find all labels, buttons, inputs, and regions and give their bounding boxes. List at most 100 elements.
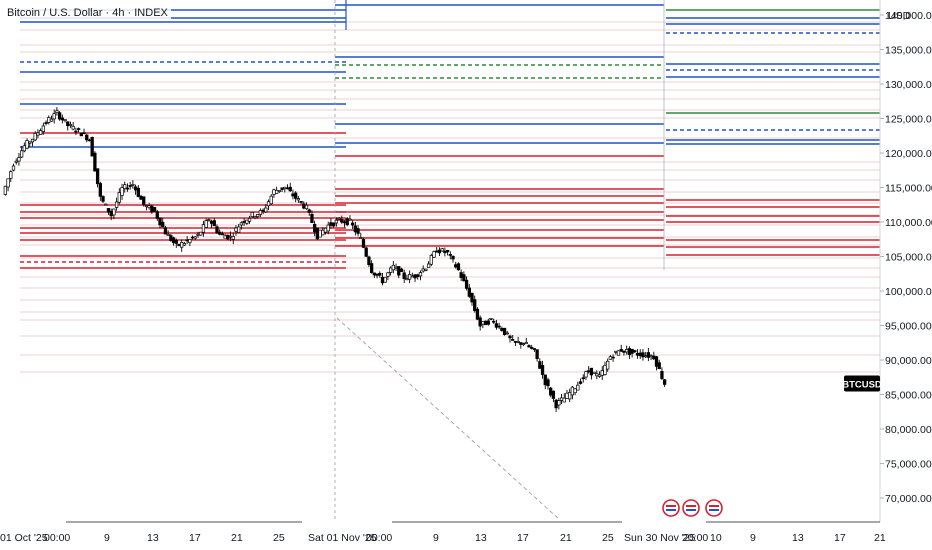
candle-down xyxy=(212,220,216,227)
candle-up xyxy=(49,118,54,122)
time-tick-label: 13 xyxy=(792,532,804,544)
candle-down xyxy=(185,239,189,242)
candle-up xyxy=(196,233,200,236)
candle-up xyxy=(228,235,233,238)
candle-up xyxy=(424,268,428,271)
candle-down xyxy=(657,362,661,370)
candle-down xyxy=(527,345,531,348)
symbol-name: Bitcoin xyxy=(7,7,41,19)
time-tick-label: 25 xyxy=(273,532,285,544)
us-flag-event-icon[interactable] xyxy=(682,499,700,517)
last-price-tag-label: BTCUSD xyxy=(842,379,882,390)
us-flag-event-icon[interactable] xyxy=(662,499,680,517)
candle-down xyxy=(473,299,477,311)
candle-up xyxy=(3,185,8,195)
candle-down xyxy=(133,186,138,191)
candle-up xyxy=(383,276,387,283)
candle-up xyxy=(524,342,528,344)
candle-down xyxy=(150,205,154,213)
candle-up xyxy=(272,189,276,195)
candle-down xyxy=(87,139,92,142)
candle-up xyxy=(269,195,273,205)
time-tick-label: 21 xyxy=(231,532,243,544)
candle-up xyxy=(237,226,241,233)
candle-down xyxy=(353,225,357,233)
candle-down xyxy=(589,367,594,376)
candle-up xyxy=(318,229,322,238)
candle-up xyxy=(432,251,436,258)
candle-up xyxy=(17,157,21,162)
candle-up xyxy=(63,119,67,121)
candle-down xyxy=(294,192,298,199)
time-tick-label: Sun 30 Nov '25 xyxy=(624,532,696,544)
candle-down xyxy=(177,243,181,246)
candle-down xyxy=(60,117,64,121)
candle-up xyxy=(114,201,119,208)
candle-down xyxy=(190,236,195,239)
candle-up xyxy=(481,321,485,325)
candle-down xyxy=(654,356,659,367)
us-flag-event-icon[interactable] xyxy=(705,499,723,517)
candle-down xyxy=(470,292,474,303)
candle-down xyxy=(155,211,159,219)
panel-borders xyxy=(334,0,665,521)
candle-up xyxy=(25,140,29,149)
candle-down xyxy=(101,196,105,202)
candle-down xyxy=(532,348,537,350)
candle-up xyxy=(182,243,187,246)
time-tick-label: 00:00 xyxy=(44,532,70,544)
candle-down xyxy=(161,221,165,228)
time-tick-label: 01 Oct '25 xyxy=(0,532,48,544)
candle-down xyxy=(106,208,111,213)
candle-up xyxy=(334,219,339,224)
candle-down xyxy=(215,226,219,233)
candle-up xyxy=(321,229,325,236)
candle-down xyxy=(513,341,518,343)
candle-up xyxy=(234,227,238,232)
candle-up xyxy=(11,165,16,171)
candle-up xyxy=(505,332,509,335)
candle-down xyxy=(372,272,376,276)
candle-down xyxy=(74,130,78,133)
candle-down xyxy=(261,209,265,212)
candle-up xyxy=(207,219,211,221)
last-price-tag[interactable] xyxy=(844,375,880,392)
time-tick-label: 13 xyxy=(147,532,159,544)
candle-up xyxy=(204,220,208,228)
candle-up xyxy=(326,224,330,232)
price-tick-label: 125,000.00 xyxy=(885,114,932,126)
candle-down xyxy=(397,266,401,276)
candle-up xyxy=(440,248,444,252)
price-tick-label: 100,000.00 xyxy=(885,286,932,298)
candle-down xyxy=(242,221,246,223)
candle-up xyxy=(283,186,287,190)
candle-down xyxy=(125,187,130,190)
candle-up xyxy=(247,217,252,222)
candle-up xyxy=(120,187,124,196)
time-tick-label: 21 xyxy=(874,532,886,544)
candle-down xyxy=(494,323,499,328)
candle-down xyxy=(511,339,515,341)
candle-down xyxy=(375,273,379,276)
candle-up xyxy=(573,388,577,394)
candle-down xyxy=(285,187,290,190)
candle-down xyxy=(492,320,496,323)
symbol-header[interactable]: Bitcoin / U.S. Dollar · 4h · INDEX xyxy=(4,6,171,20)
overlay-layer xyxy=(662,499,723,517)
candle-down xyxy=(540,365,545,375)
candle-down xyxy=(635,353,640,356)
candle-up xyxy=(199,231,203,236)
candle-up xyxy=(180,241,184,248)
candle-up xyxy=(104,203,108,206)
flag-stripe xyxy=(709,509,719,511)
candle-down xyxy=(380,276,385,284)
candle-down xyxy=(435,250,439,253)
candle-down xyxy=(93,152,97,172)
currency-label[interactable]: USD xyxy=(888,10,911,22)
candle-down xyxy=(630,348,634,354)
flag-stripe xyxy=(686,509,696,511)
candle-down xyxy=(76,128,81,130)
